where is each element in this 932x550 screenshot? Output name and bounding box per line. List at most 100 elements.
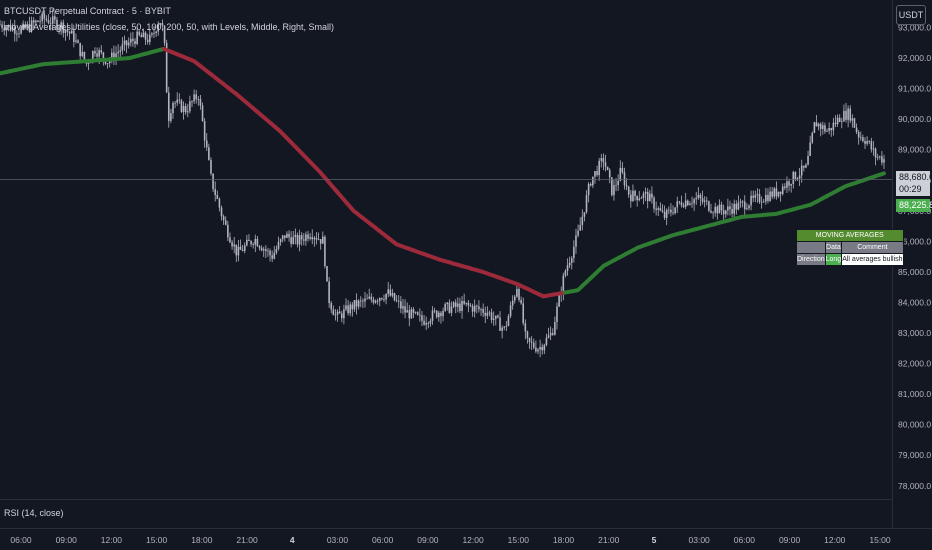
candle-body: [414, 312, 417, 314]
candle-body: [490, 312, 493, 321]
candle-body: [423, 320, 425, 325]
candle-body: [284, 235, 286, 238]
price-tick-label: 92,000.0: [898, 53, 931, 63]
candle-body: [123, 40, 126, 45]
candle-body: [640, 197, 643, 199]
candle-body: [224, 220, 227, 225]
candle-body: [220, 207, 223, 217]
price-tick-label: 89,000.0: [898, 145, 931, 155]
candle-body: [262, 249, 265, 251]
candle-body: [843, 110, 845, 122]
table-row-label: Direction: [796, 253, 826, 266]
candle-body: [695, 197, 698, 200]
candle-body: [359, 300, 362, 302]
candle-body: [450, 306, 453, 313]
candle-body: [699, 194, 702, 199]
candle-body: [381, 298, 383, 300]
candle-body: [334, 314, 337, 316]
candle-body: [878, 156, 881, 158]
candle-body: [292, 237, 295, 244]
candle-body: [703, 200, 706, 202]
price-tick-label: 83,000.0: [898, 328, 931, 338]
candle-body: [332, 309, 335, 316]
last-price-value: 88,680.6: [899, 172, 932, 182]
candle-body: [665, 209, 668, 218]
candle-body: [199, 99, 202, 106]
candle-body: [30, 20, 33, 31]
candle-body: [680, 202, 683, 206]
candle-body: [170, 113, 172, 121]
candle-body: [619, 167, 622, 181]
candle-body: [691, 203, 693, 205]
candle-body: [193, 94, 195, 102]
candle-body: [340, 313, 343, 319]
candle-body: [644, 191, 647, 194]
candle-body: [530, 341, 533, 343]
candle-body: [159, 23, 162, 25]
candle-body: [317, 239, 320, 240]
price-tick-label: 84,000.0: [898, 297, 931, 307]
candle-body: [714, 206, 717, 213]
candle-body: [737, 202, 740, 210]
price-tick-label: 79,000.0: [898, 450, 931, 460]
time-scale[interactable]: 06:00 09:00 12:00 15:00 18:00 21:00 4 03:00 06:0…: [10, 535, 891, 545]
candle-body: [853, 118, 856, 128]
candle-body: [0, 24, 1, 26]
candle-body: [307, 234, 309, 239]
candle-body: [457, 303, 459, 307]
candle-body: [186, 111, 189, 113]
price-tick-label: 81,000.0: [898, 389, 931, 399]
candle-body: [404, 306, 406, 313]
candle-body: [92, 51, 94, 61]
candle-body: [351, 304, 354, 310]
price-tick-label: 86,000.0: [898, 236, 931, 246]
time-tick-label: 5: [652, 535, 657, 545]
candle-body: [406, 310, 408, 313]
candle-body: [326, 265, 328, 282]
candle-body: [294, 234, 297, 238]
candle-body: [532, 342, 535, 348]
candle-body: [26, 24, 29, 28]
candle-body: [551, 333, 554, 335]
candle-body: [549, 333, 552, 336]
candle-body: [362, 300, 364, 302]
candle-body: [535, 347, 537, 352]
candle-body: [117, 51, 119, 54]
candles: [0, 8, 885, 358]
candle-body: [197, 99, 200, 100]
candle-body: [672, 212, 674, 214]
candle-body: [412, 309, 415, 313]
candle-body: [883, 159, 885, 163]
candle-body: [632, 190, 634, 202]
indicator-legend[interactable]: movingAveragesUtilities (close, 50, 100,…: [4, 22, 334, 32]
candle-body: [678, 201, 681, 203]
candle-body: [845, 110, 847, 120]
candle-body: [43, 13, 46, 19]
candle-body: [674, 207, 676, 214]
candle-body: [790, 184, 792, 186]
candle-body: [134, 40, 136, 44]
candle-body: [471, 306, 474, 312]
symbol-title[interactable]: BTCUSDT Perpetual Contract · 5 · BYBIT: [4, 6, 171, 16]
candle-body: [157, 24, 160, 32]
candle-body: [771, 191, 773, 197]
candle-body: [349, 304, 352, 314]
candle-body: [49, 23, 52, 25]
candle-body: [748, 205, 750, 209]
time-tick-label: 15:00: [146, 535, 168, 545]
candle-body: [611, 177, 613, 196]
rsi-legend[interactable]: RSI (14, close): [4, 508, 64, 518]
candle-body: [824, 125, 826, 132]
candle-body: [813, 122, 816, 133]
candle-body: [130, 38, 132, 43]
candle-body: [201, 105, 204, 122]
candle-body: [47, 20, 50, 24]
currency-button[interactable]: USDT: [896, 5, 926, 25]
candle-body: [96, 53, 98, 57]
candle-body: [492, 318, 495, 321]
candle-body: [286, 233, 288, 238]
candle-body: [250, 241, 252, 245]
candle-body: [256, 238, 259, 247]
candle-body: [265, 249, 267, 251]
